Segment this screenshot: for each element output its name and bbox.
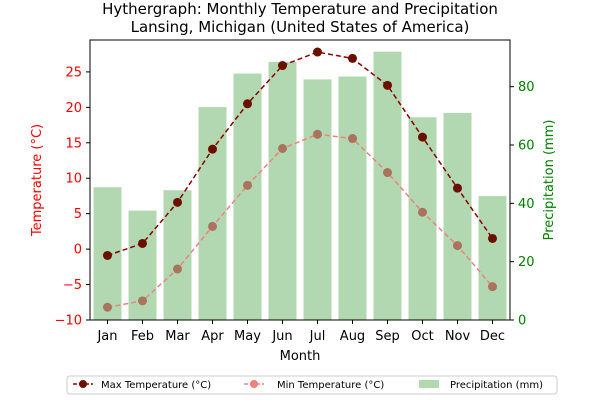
left-y-tick-label: −10 xyxy=(55,314,82,329)
temperature-lines xyxy=(103,47,497,312)
right-y-tick-label: 60 xyxy=(518,139,535,154)
precip-bar-aug xyxy=(338,76,367,320)
left-y-tick-label: −5 xyxy=(63,278,82,293)
x-tick-label: Jan xyxy=(96,329,117,344)
precip-bar-apr xyxy=(198,107,227,320)
max-temp-point-may xyxy=(243,99,252,109)
min-temp-point-jun xyxy=(278,143,287,153)
legend-max-label: Max Temperature (°C) xyxy=(101,380,211,391)
precip-bar-oct xyxy=(408,117,437,321)
x-tick-label: Aug xyxy=(340,329,365,344)
right-y-axis-label: Precipitation (mm) xyxy=(542,120,557,241)
max-temp-point-nov xyxy=(453,183,462,193)
max-temp-point-apr xyxy=(208,144,217,154)
min-temp-point-apr xyxy=(208,221,217,231)
max-temp-point-sep xyxy=(383,80,392,90)
min-temp-point-nov xyxy=(453,241,462,251)
left-y-tick-label: 25 xyxy=(65,65,82,80)
min-temp-point-oct xyxy=(418,207,427,217)
x-tick-label: Apr xyxy=(201,329,224,344)
max-temp-point-jul xyxy=(313,47,322,57)
chart-title: Hythergraph: Monthly Temperature and Pre… xyxy=(102,0,498,18)
left-y-tick-label: 20 xyxy=(65,101,82,116)
chart-subtitle: Lansing, Michigan (United States of Amer… xyxy=(131,18,470,36)
legend-min-label: Min Temperature (°C) xyxy=(277,380,384,391)
x-tick-label: May xyxy=(234,329,261,344)
x-tick-label: Sep xyxy=(375,329,400,344)
x-tick-label: Nov xyxy=(445,329,471,344)
x-tick-label: Jun xyxy=(271,329,292,344)
x-tick-label: Oct xyxy=(411,329,433,344)
min-temp-line xyxy=(107,133,494,308)
left-y-tick-label: 10 xyxy=(65,172,82,187)
right-y-tick-label: 0 xyxy=(518,314,526,329)
left-y-tick-label: 15 xyxy=(65,136,82,151)
x-axis: Jan Feb Mar Apr May Jun Jul Aug Sep Oct Nov Dec xyxy=(96,320,505,344)
legend-precip-swatch xyxy=(419,380,439,388)
left-y-axis: −10 −5 0 5 10 15 20 25 xyxy=(55,65,90,329)
min-temp-point-mar xyxy=(173,264,182,274)
max-temp-line xyxy=(107,51,494,257)
precipitation-bars xyxy=(93,51,507,321)
max-temp-point-mar xyxy=(173,197,182,207)
precip-bar-mar xyxy=(163,190,192,320)
min-temp-point-feb xyxy=(138,296,147,306)
min-temp-point-jan xyxy=(103,302,112,312)
precip-bar-nov xyxy=(443,112,472,321)
left-y-tick-label: 5 xyxy=(74,207,82,222)
x-tick-label: Jul xyxy=(309,329,326,344)
precip-bar-jun xyxy=(268,61,297,320)
legend-precip-label: Precipitation (mm) xyxy=(450,380,543,391)
right-y-axis: 0 20 40 60 80 xyxy=(510,80,535,329)
min-temp-point-dec xyxy=(488,282,497,292)
left-y-axis-label: Temperature (°C) xyxy=(30,124,45,237)
precip-bar-sep xyxy=(373,51,402,321)
x-tick-label: Mar xyxy=(165,329,190,344)
max-temp-point-feb xyxy=(138,238,147,248)
legend: Max Temperature (°C) Min Temperature (°C… xyxy=(66,375,558,395)
x-axis-label: Month xyxy=(280,349,321,364)
legend-max-marker xyxy=(79,380,87,388)
min-temp-point-aug xyxy=(348,134,357,144)
max-temp-point-jan xyxy=(103,250,112,260)
min-temp-point-may xyxy=(243,180,252,190)
x-tick-label: Dec xyxy=(480,329,505,344)
max-temp-point-dec xyxy=(488,233,497,243)
legend-min-marker xyxy=(250,380,258,388)
precip-bar-dec xyxy=(478,196,507,320)
x-tick-label: Feb xyxy=(131,329,154,344)
max-temp-point-aug xyxy=(348,53,357,63)
right-y-tick-label: 20 xyxy=(518,255,535,270)
min-temp-point-jul xyxy=(313,129,322,139)
max-temp-point-jun xyxy=(278,61,287,71)
min-temp-point-sep xyxy=(383,168,392,178)
plot-frame xyxy=(89,39,511,321)
right-y-tick-label: 80 xyxy=(518,80,535,95)
right-y-tick-label: 40 xyxy=(518,197,535,212)
precip-bar-jul xyxy=(303,79,332,320)
left-y-tick-label: 0 xyxy=(74,243,82,258)
max-temp-point-oct xyxy=(418,132,427,142)
